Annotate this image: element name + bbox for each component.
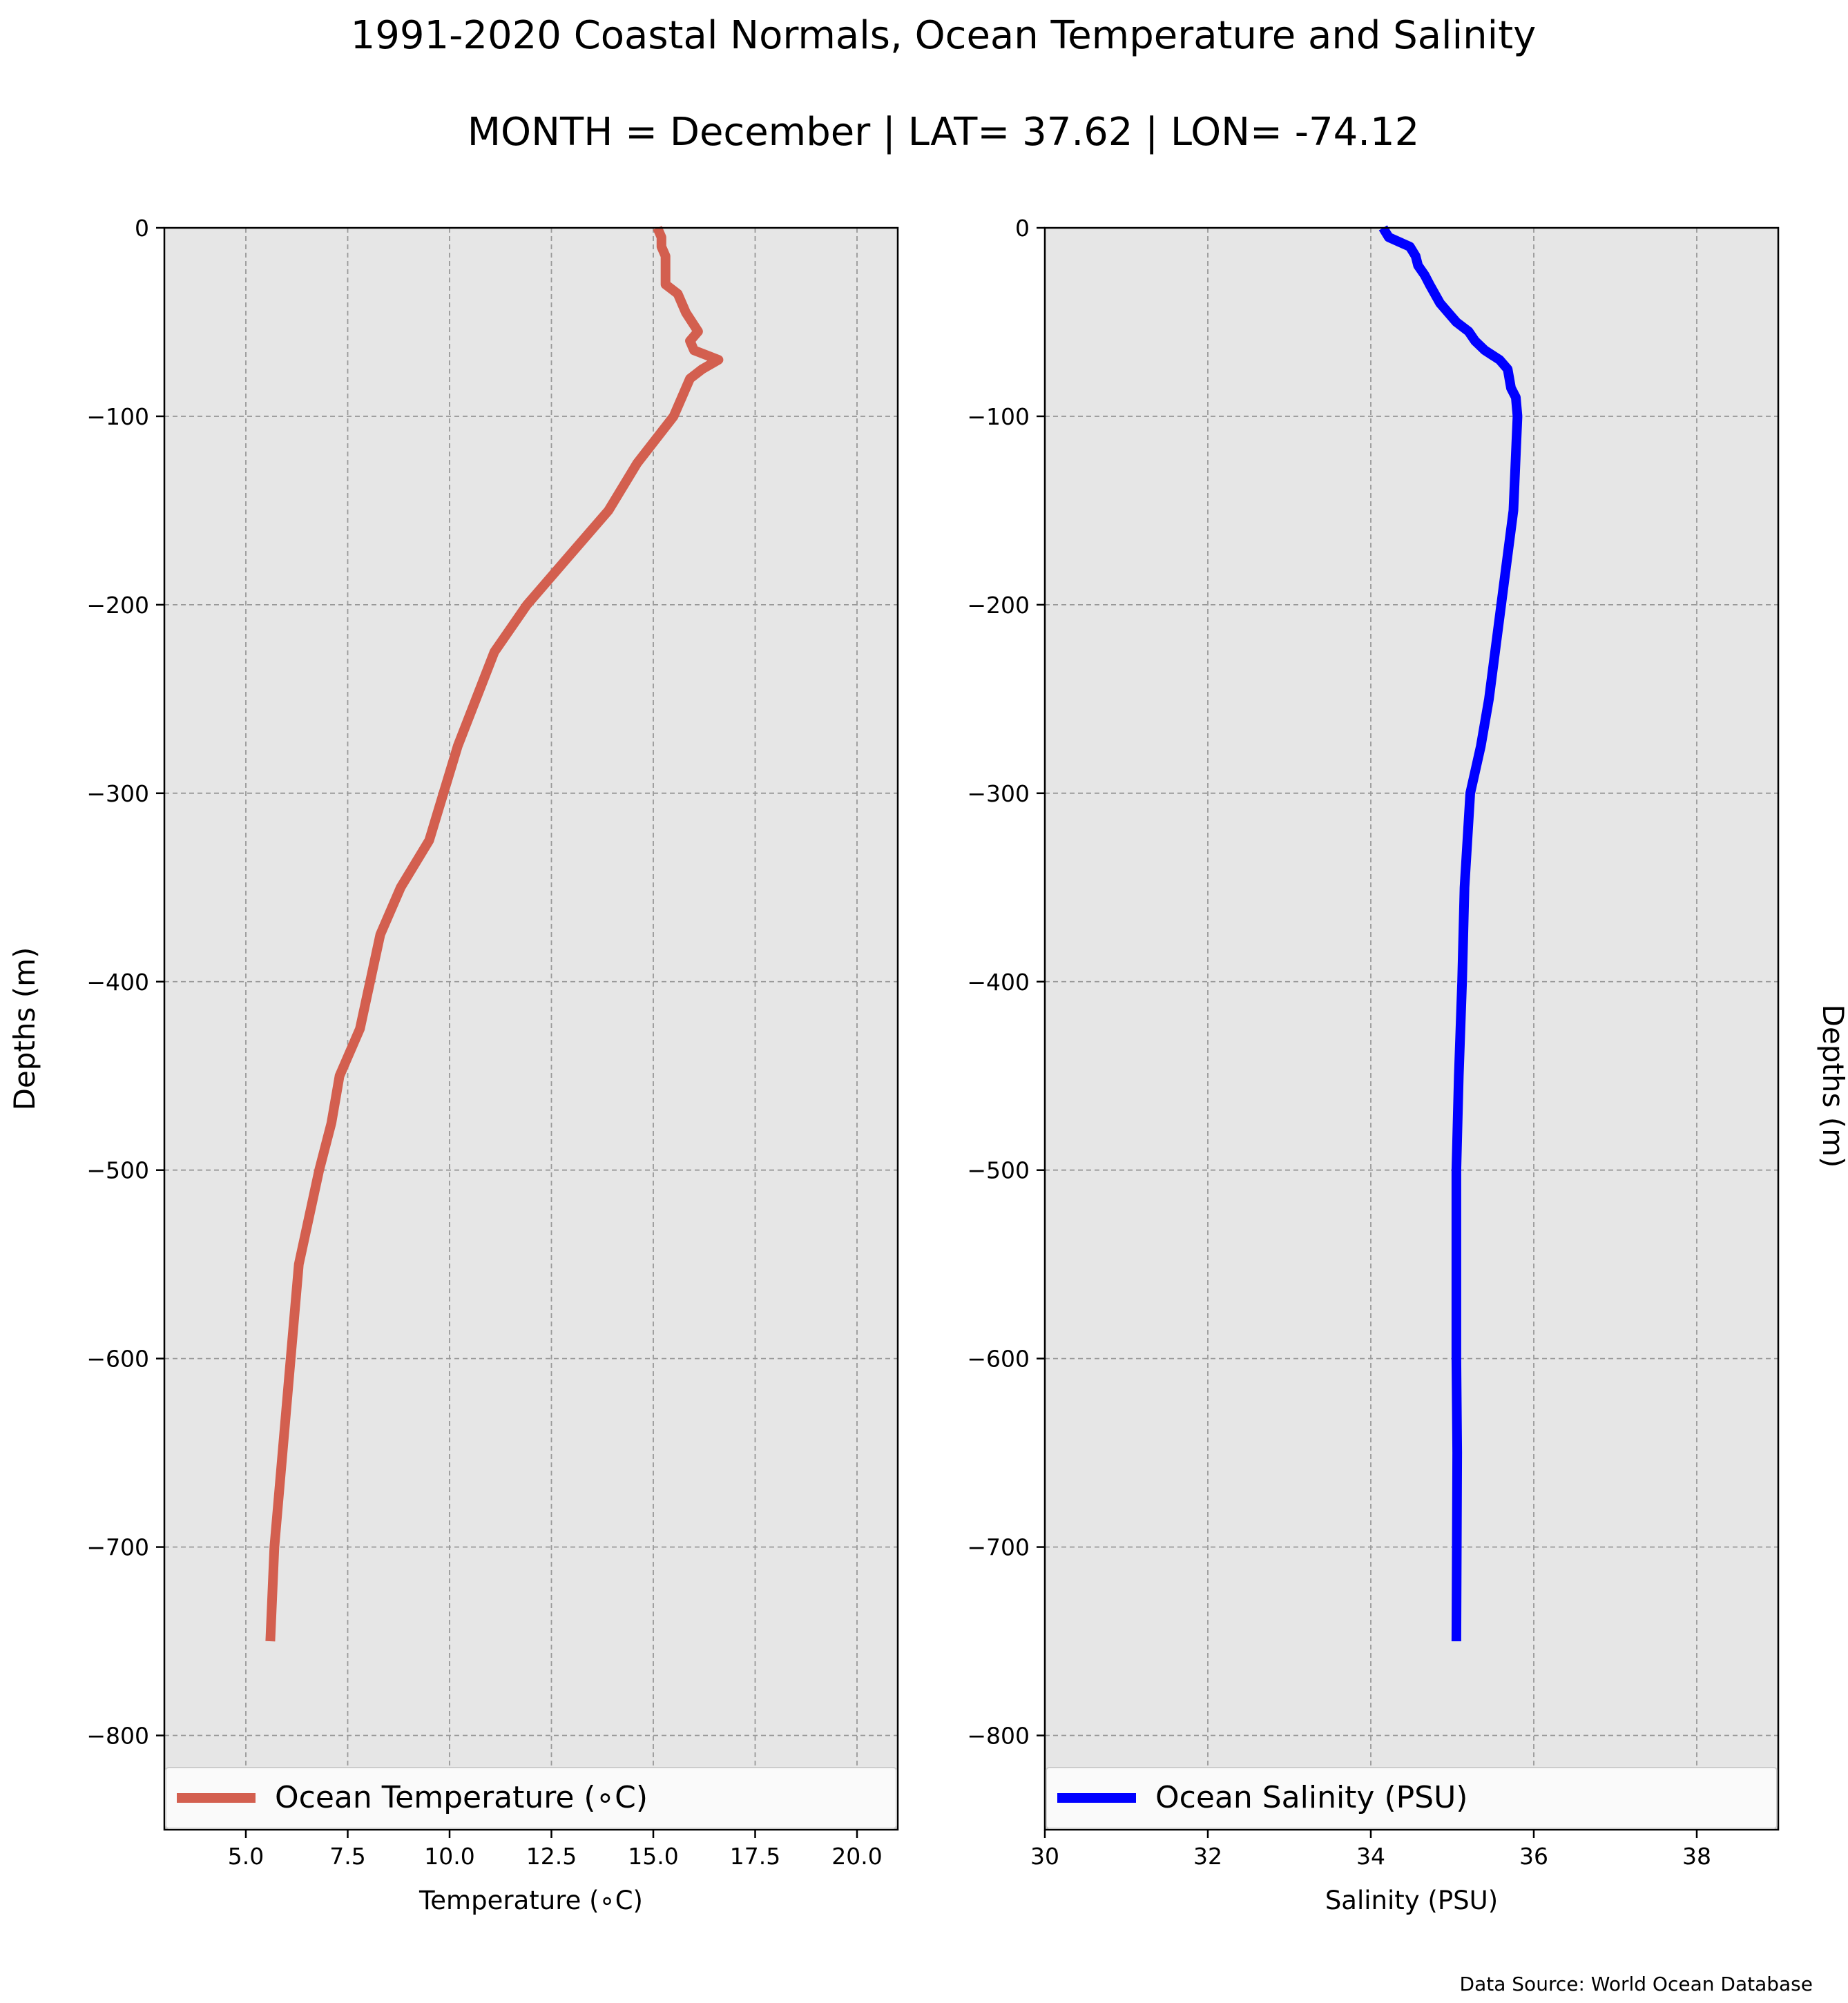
temp-ytick-label: −800 <box>86 1723 149 1750</box>
sal-xtick-label: 30 <box>1030 1843 1059 1870</box>
temp-xtick-label: 7.5 <box>329 1843 365 1870</box>
source-note: Data Source: World Ocean Database <box>1460 1973 1813 1995</box>
temp-legend-label: Ocean Temperature (∘C) <box>275 1780 648 1815</box>
temp-ytick-label: −400 <box>86 969 149 996</box>
figure-subtitle: MONTH = December | LAT= 37.62 | LON= -74… <box>468 110 1420 155</box>
sal-xtick-label: 36 <box>1519 1843 1548 1870</box>
figure-title: 1991-2020 Coastal Normals, Ocean Tempera… <box>351 13 1537 58</box>
temp-ytick-label: 0 <box>135 215 149 242</box>
temp-xtick-label: 5.0 <box>228 1843 264 1870</box>
sal-ytick-label: −200 <box>967 592 1030 619</box>
sal-ytick-label: −400 <box>967 969 1030 996</box>
temp-xtick-label: 15.0 <box>628 1843 678 1870</box>
temp-series-line <box>265 226 724 1642</box>
temp-legend-box <box>165 1767 897 1829</box>
temp-ytick-label: −200 <box>86 592 149 619</box>
salinity-panel: 0 −100 −200 −300 −400 −500 −600 −700 −800 30 32 34 3… <box>967 215 1780 1915</box>
sal-ytick-label: −100 <box>967 403 1030 430</box>
sal-legend-label: Ocean Salinity (PSU) <box>1155 1780 1467 1815</box>
sal-legend: Ocean Salinity (PSU) <box>1046 1767 1778 1829</box>
temp-ytick-label: −100 <box>86 403 149 430</box>
temp-ytick-label: −500 <box>86 1157 149 1184</box>
sal-xtick-label: 32 <box>1193 1843 1222 1870</box>
sal-ytick-label: −600 <box>967 1346 1030 1373</box>
temp-legend: Ocean Temperature (∘C) <box>165 1767 897 1829</box>
temp-xtick-label: 17.5 <box>730 1843 780 1870</box>
sal-ytick-label: −700 <box>967 1534 1030 1561</box>
temp-xaxis-label: Temperature (∘C) <box>418 1886 643 1915</box>
temp-xtick-label: 10.0 <box>424 1843 474 1870</box>
temp-xtick-label: 12.5 <box>526 1843 577 1870</box>
temp-ytick-label: −600 <box>86 1346 149 1373</box>
sal-series-line <box>1378 225 1523 1642</box>
sal-xtick-label: 34 <box>1356 1843 1385 1870</box>
temp-axes-frame <box>163 226 899 1831</box>
sal-xaxis-label: Salinity (PSU) <box>1325 1886 1498 1915</box>
temp-ytick-label: −700 <box>86 1534 149 1561</box>
sal-legend-box <box>1046 1767 1778 1829</box>
sal-ytick-label: −500 <box>967 1157 1030 1184</box>
sal-xtick-label: 38 <box>1682 1843 1711 1870</box>
temp-ytick-label: −300 <box>86 780 149 807</box>
temp-plot-area <box>164 228 898 1830</box>
temp-yaxis-label: Depths (m) <box>8 947 41 1111</box>
sal-plot-area <box>1045 228 1778 1830</box>
temp-xtick-label: 20.0 <box>831 1843 882 1870</box>
sal-axes-frame <box>1043 226 1780 1831</box>
right-axis-label: Depths (m) <box>1816 1005 1848 1168</box>
sal-ytick-label: −300 <box>967 780 1030 807</box>
sal-ytick-label: 0 <box>1015 215 1030 242</box>
sal-ytick-label: −800 <box>967 1723 1030 1750</box>
temperature-panel: 0 −100 −200 −300 −400 −500 −600 −700 −800 5.0 7.5 1… <box>8 215 899 1915</box>
